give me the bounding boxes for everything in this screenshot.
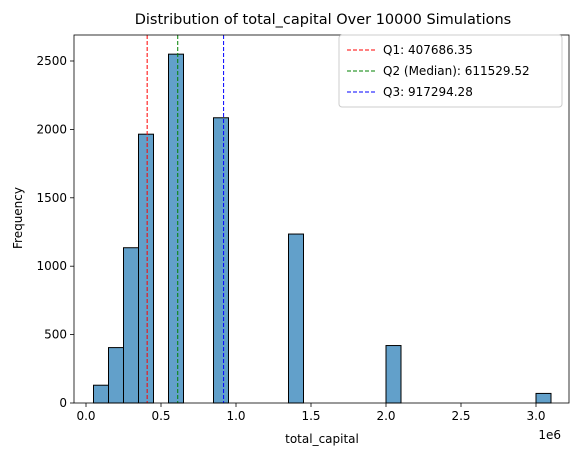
histogram-bar-8 [535, 392, 552, 404]
y-axis-label: Frequency [11, 187, 25, 249]
histogram-bar-4 [168, 53, 184, 404]
x-tick-label: 3.0 [526, 409, 545, 423]
x-tick-label: 2.5 [451, 409, 470, 423]
histogram-bar-5 [213, 117, 229, 404]
legend-label-3: Q3: 917294.28 [383, 85, 473, 99]
x-tick-label: 0.0 [76, 409, 95, 423]
legend-label-1: Q1: 407686.35 [383, 43, 473, 57]
histogram-bar-0 [93, 384, 109, 404]
y-tick-label: 2000 [36, 122, 67, 136]
x-tick-label: 0.5 [151, 409, 170, 423]
y-tick-label: 1500 [36, 191, 67, 205]
histogram-bar-1 [108, 347, 124, 404]
legend: Q1: 407686.35 Q2 (Median): 611529.52 Q3: 9… [338, 34, 563, 108]
y-axis: 0 500 1000 1500 2000 2500 [36, 54, 74, 410]
quartile-lines [146, 35, 225, 403]
x-tick-label: 1.5 [301, 409, 320, 423]
legend-label-2: Q2 (Median): 611529.52 [383, 64, 530, 78]
x-tick-label: 2.0 [376, 409, 395, 423]
histogram-bar-2 [123, 247, 139, 404]
x-axis-label: total_capital [285, 432, 359, 446]
x-axis: 0.0 0.5 1.0 1.5 2.0 2.5 3.0 [76, 403, 546, 423]
chart-title: Distribution of total_capital Over 10000… [135, 12, 512, 28]
histogram-bars [93, 53, 552, 404]
y-tick-label: 2500 [36, 54, 67, 68]
histogram-bar-6 [288, 233, 304, 404]
histogram-bar-3 [138, 133, 154, 404]
legend-box [338, 34, 563, 108]
y-tick-label: 1000 [36, 259, 67, 273]
x-axis-offset-label: 1e6 [538, 428, 561, 442]
histogram-bar-7 [385, 345, 402, 404]
y-tick-label: 500 [44, 328, 67, 342]
y-tick-label: 0 [59, 396, 67, 410]
plot-area-frame [73, 34, 570, 404]
x-tick-label: 1.0 [226, 409, 245, 423]
